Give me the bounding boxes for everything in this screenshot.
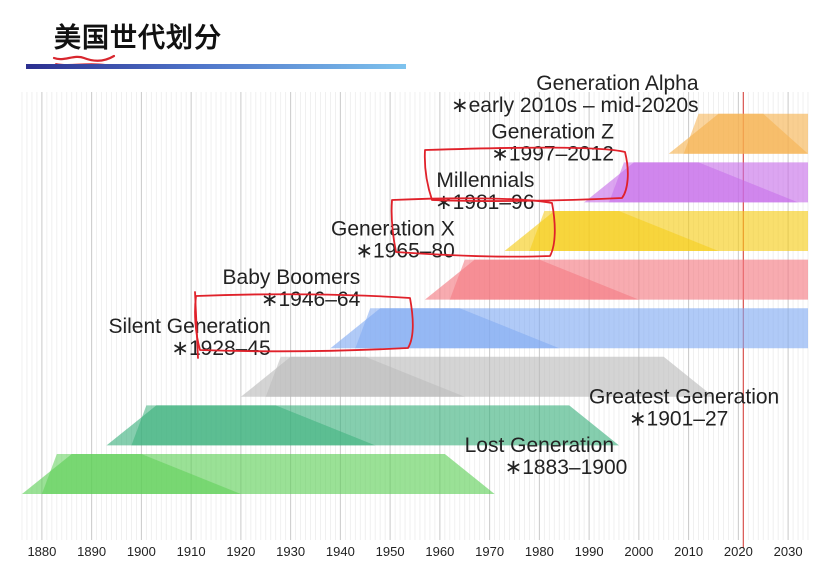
x-tick-label: 1880: [27, 544, 56, 559]
x-tick-label: 1950: [376, 544, 405, 559]
band-generation-alpha: [668, 113, 808, 154]
series-years-label: ∗1946–64: [261, 288, 361, 311]
series-years-label: ∗1965–80: [355, 240, 454, 263]
title-divider: [26, 64, 406, 69]
series-name-label: Greatest Generation: [589, 385, 779, 408]
x-tick-label: 2010: [674, 544, 703, 559]
x-tick-label: 1910: [177, 544, 206, 559]
series-name-label: Generation Z: [491, 120, 614, 143]
band-generation-z: [584, 162, 808, 203]
x-tick-label: 1890: [77, 544, 106, 559]
series-name-label: Silent Generation: [108, 315, 270, 338]
x-tick-label: 1940: [326, 544, 355, 559]
annotation-box-baby-boomers: [194, 293, 414, 353]
band-lost-generation: [22, 454, 495, 494]
band-baby-boomers: [330, 308, 808, 349]
series-name-label: Generation Alpha: [536, 72, 699, 95]
x-axis-ticks: 1880 1890 1900 1910 1920 1930 1940 1950 1960 1970…: [27, 544, 802, 559]
series-name-label: Lost Generation: [465, 434, 614, 457]
annotation-box-millennials: [390, 197, 556, 258]
annotation-tick-baby-boomers: [194, 291, 199, 359]
series-years-label: ∗1997–2012: [491, 142, 614, 165]
x-tick-label: 2020: [724, 544, 753, 559]
series-name-label: Millennials: [436, 169, 534, 192]
x-tick-label: 1900: [127, 544, 156, 559]
handwritten-annotations: [194, 146, 629, 359]
chart-labels: Lost Generation∗1883–1900 Greatest Genera…: [108, 72, 779, 479]
series-name-label: Baby Boomers: [223, 266, 361, 289]
series-years-label: ∗1883–1900: [505, 456, 628, 479]
x-tick-label: 2000: [624, 544, 653, 559]
page-title: 美国世代划分: [54, 23, 222, 54]
x-tick-label: 1920: [226, 544, 255, 559]
series-years-label: ∗1901–27: [629, 407, 728, 430]
series-years-label: ∗1981–96: [435, 191, 534, 214]
series-years-label: ∗early 2010s – mid-2020s: [451, 94, 699, 117]
band-greatest-generation: [106, 405, 619, 446]
band-silent-generation: [240, 356, 714, 397]
band-generation-x: [424, 259, 808, 300]
x-tick-label: 1930: [276, 544, 305, 559]
x-tick-label: 1970: [475, 544, 504, 559]
x-tick-label: 1960: [425, 544, 454, 559]
x-tick-label: 2030: [774, 544, 803, 559]
chart-bands: [22, 113, 808, 494]
series-years-label: ∗1928–45: [171, 337, 270, 360]
x-tick-label: 1980: [525, 544, 554, 559]
x-tick-label: 1990: [575, 544, 604, 559]
band-millennials: [504, 211, 808, 251]
